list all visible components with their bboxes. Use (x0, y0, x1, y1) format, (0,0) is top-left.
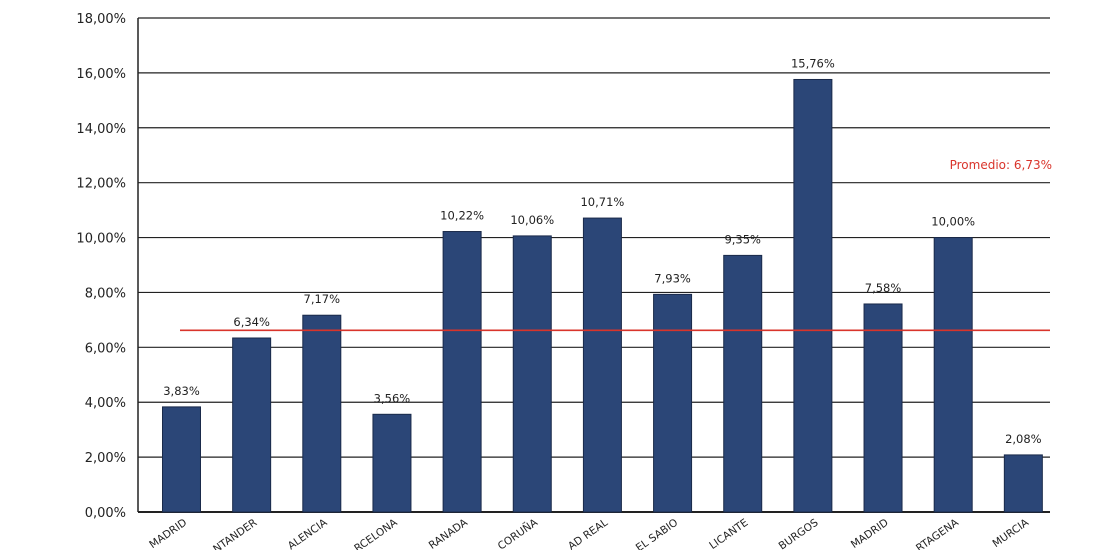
x-tick-label: MADRID (849, 517, 891, 550)
bar (372, 413, 412, 513)
x-tick-label: NTANDER (211, 517, 259, 550)
y-tick-label: 2,00% (85, 451, 126, 466)
x-tick-label: EL SABIO (634, 517, 681, 550)
bar (793, 78, 833, 513)
y-tick-label: 6,00% (85, 341, 126, 356)
x-tick-label: AD REAL (566, 517, 610, 550)
bar (302, 314, 342, 513)
x-tick-label: MADRID (147, 517, 189, 550)
y-tick-label: 16,00% (76, 67, 126, 82)
bar (582, 217, 622, 513)
data-label: 9,35% (724, 232, 761, 246)
y-tick-label: 10,00% (76, 232, 126, 247)
data-label: 3,56% (374, 391, 411, 405)
y-tick-label: 0,00% (85, 506, 126, 521)
data-label: 2,08% (1005, 432, 1042, 446)
bar (723, 254, 763, 513)
x-tick-label: RCELONA (352, 516, 400, 550)
data-label: 7,58% (865, 281, 902, 295)
x-tick-label: MURCIA (990, 516, 1031, 550)
bar (1003, 454, 1043, 513)
bar (232, 337, 272, 513)
bar (512, 235, 552, 513)
y-tick-label: 8,00% (85, 286, 126, 301)
data-label: 10,06% (510, 213, 554, 227)
x-tick-label: RTAGENA (914, 516, 962, 550)
data-label: 6,34% (233, 315, 270, 329)
bar (933, 237, 973, 513)
x-tick-label: ALENCIA (286, 516, 331, 550)
y-tick-label: 14,00% (76, 122, 126, 137)
x-tick-label: CORUÑA (495, 515, 540, 550)
data-label: 7,17% (304, 292, 341, 306)
data-label: 15,76% (791, 56, 835, 70)
y-tick-label: 18,00% (76, 12, 126, 27)
x-tick-label: BURGOS (777, 516, 821, 550)
data-label: 10,00% (931, 215, 975, 229)
y-tick-label: 4,00% (85, 396, 126, 411)
average-label: Promedio: 6,73% (950, 158, 1052, 172)
bar (161, 406, 201, 513)
data-label: 7,93% (654, 271, 691, 285)
bar (653, 293, 693, 513)
data-label: 10,71% (580, 195, 624, 209)
x-tick-label: RANADA (427, 516, 471, 550)
bar (863, 303, 903, 513)
data-label: 3,83% (163, 384, 200, 398)
bar (442, 231, 482, 513)
y-tick-label: 12,00% (76, 177, 126, 192)
data-label: 10,22% (440, 209, 484, 223)
x-tick-label: LICANTE (707, 517, 750, 550)
